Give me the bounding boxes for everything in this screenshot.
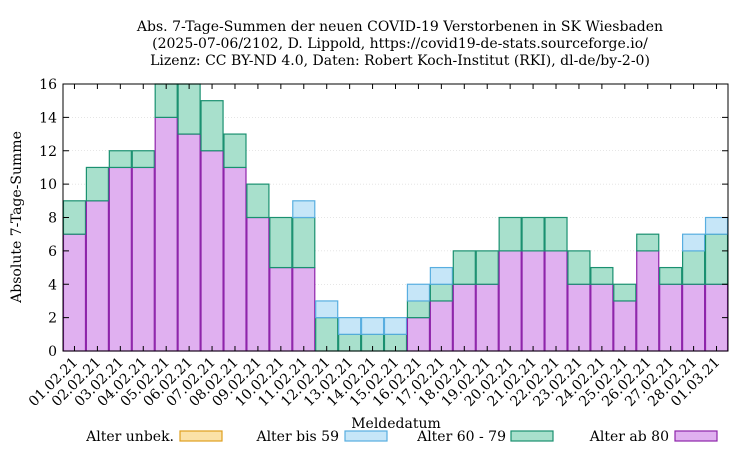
bar-segment <box>223 133 247 169</box>
bar-segment <box>360 317 385 335</box>
y-tick-label: 4 <box>48 277 57 293</box>
bar-segment <box>269 216 293 269</box>
bar-segment <box>681 250 706 285</box>
bar-segment <box>659 266 683 285</box>
legend-label: Alter bis 59 <box>255 429 339 445</box>
bar-segment <box>429 300 453 352</box>
bar-segment <box>613 283 637 302</box>
bar-segment <box>85 200 110 352</box>
legend-label: Alter ab 80 <box>589 429 669 445</box>
bar-segment <box>681 283 706 352</box>
chart-title: Abs. 7-Tage-Summen der neuen COVID-19 Ve… <box>136 19 663 69</box>
bar-segment <box>62 233 87 352</box>
bar-segment <box>154 116 178 352</box>
bar-segment <box>521 250 545 352</box>
bar-segment <box>315 317 339 352</box>
bar-segment <box>246 183 270 219</box>
y-tick-label: 0 <box>48 344 57 360</box>
bar-segment <box>704 216 729 235</box>
bar-segment <box>292 216 316 269</box>
bar-segment <box>292 200 316 219</box>
y-tick-label: 6 <box>48 244 57 260</box>
bar-segment <box>544 216 568 252</box>
axes <box>62 83 729 352</box>
bar-segment <box>452 250 476 285</box>
bar-segment <box>85 166 110 202</box>
bar-segment <box>429 283 453 302</box>
bar-segment <box>108 150 132 169</box>
bar-segment <box>223 166 247 352</box>
bar-segment <box>636 233 660 252</box>
y-tick-label: 14 <box>39 110 57 126</box>
bar-segment <box>108 166 132 352</box>
bar-segment <box>498 250 522 352</box>
bar-segment <box>154 83 178 118</box>
legend-swatch <box>179 430 223 442</box>
legend-label: Alter unbek. <box>85 429 174 445</box>
bar-segment <box>383 317 408 335</box>
bar-segment <box>406 317 431 352</box>
chart-title-line-2: (2025-07-06/2102, D. Lippold, https://co… <box>152 36 648 52</box>
bar-segment <box>177 133 201 352</box>
y-axis-label: Absolute 7-Tage-Summe <box>9 131 25 304</box>
bar-segment <box>659 283 683 352</box>
y-tick-label: 10 <box>39 177 57 193</box>
bar-segment <box>704 233 729 285</box>
bar-segment <box>406 300 431 319</box>
legend-label: Alter 60 - 79 <box>416 429 506 445</box>
x-axis-label: Meldedatum <box>351 416 441 432</box>
y-tick-label: 8 <box>48 211 57 227</box>
bar-segment <box>636 250 660 352</box>
bar-segment <box>177 83 201 135</box>
y-tick-labels: 0 2 4 6 8 10 12 14 16 <box>39 77 57 360</box>
legend-swatch <box>344 430 388 442</box>
bar-segment <box>200 150 224 352</box>
bar-segment <box>200 100 224 152</box>
bar-segment <box>292 266 316 352</box>
bar-segment <box>590 266 614 285</box>
bar-segment <box>269 266 293 352</box>
bar-segment <box>475 250 499 285</box>
bar-segment <box>452 283 476 352</box>
bar-segment <box>613 300 637 352</box>
y-tick-label: 12 <box>39 144 57 160</box>
bar-segment <box>315 300 339 319</box>
y-tick-label: 16 <box>39 77 57 93</box>
bar-segment <box>246 216 270 352</box>
y-tick-label: 2 <box>48 311 57 327</box>
bar-segment <box>521 216 545 252</box>
bar-segment <box>498 216 522 252</box>
x-tick-labels: 01.02.2102.02.2103.02.2104.02.2105.02.21… <box>26 355 723 410</box>
bar-segment <box>544 250 568 352</box>
bar-segment <box>131 166 155 352</box>
bar-segment <box>681 233 706 252</box>
chart-title-line-1: Abs. 7-Tage-Summen der neuen COVID-19 Ve… <box>136 19 663 35</box>
bar-segment <box>567 250 591 285</box>
bar-segment <box>131 150 155 169</box>
legend-swatch <box>510 430 554 442</box>
bar-segment <box>475 283 499 352</box>
chart-title-line-3: Lizenz: CC BY-ND 4.0, Daten: Robert Koch… <box>150 53 650 69</box>
bar-segment <box>406 283 431 302</box>
bar-segment <box>338 317 362 335</box>
legend-swatch <box>674 430 718 442</box>
bar-segment <box>590 283 614 352</box>
legend: Alter unbek. Alter bis 59 Alter 60 - 79 Alt… <box>85 429 718 445</box>
bar-segment <box>567 283 591 352</box>
bar-segment <box>429 266 453 285</box>
